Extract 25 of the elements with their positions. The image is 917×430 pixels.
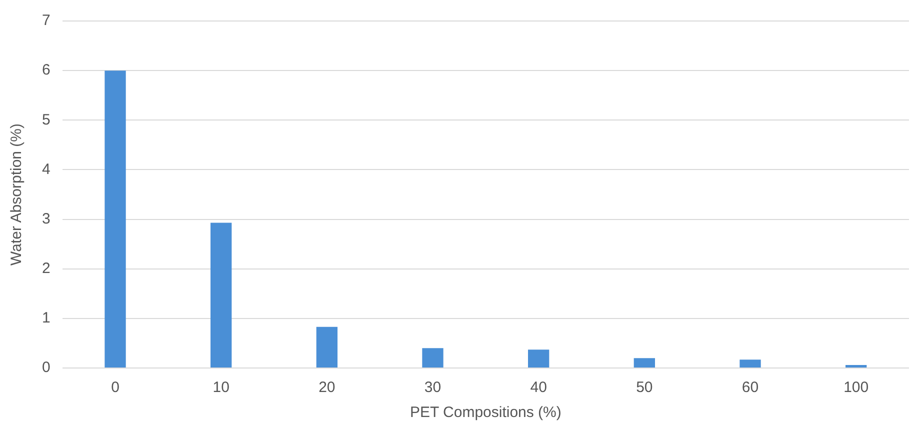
x-tick-label: 40 (530, 379, 547, 396)
y-tick-label: 7 (42, 12, 50, 30)
y-tick-label: 6 (42, 62, 50, 79)
y-tick-label: 5 (42, 111, 50, 128)
bar (210, 222, 232, 368)
x-tick-label: 60 (742, 379, 759, 396)
bar (528, 350, 550, 368)
bar (104, 70, 126, 368)
y-tick-label: 4 (42, 160, 50, 178)
x-tick-label: 20 (318, 379, 336, 396)
y-axis-title: Water Absorption (%) (8, 124, 26, 266)
bar (740, 360, 761, 368)
y-tick-label: 1 (42, 310, 50, 327)
x-axis-title: PET Compositions (%) (410, 404, 562, 422)
x-tick-label: 100 (844, 379, 869, 396)
bar (316, 326, 338, 368)
y-tick-label: 0 (42, 359, 50, 376)
x-tick-label: 0 (111, 379, 120, 396)
x-tick-label: 30 (424, 379, 442, 396)
bar (422, 348, 444, 368)
bar (634, 358, 656, 368)
y-tick-label: 3 (42, 210, 50, 228)
y-tick-label: 2 (42, 260, 50, 277)
x-tick-label: 10 (212, 379, 230, 396)
x-tick-label: 50 (636, 379, 653, 396)
